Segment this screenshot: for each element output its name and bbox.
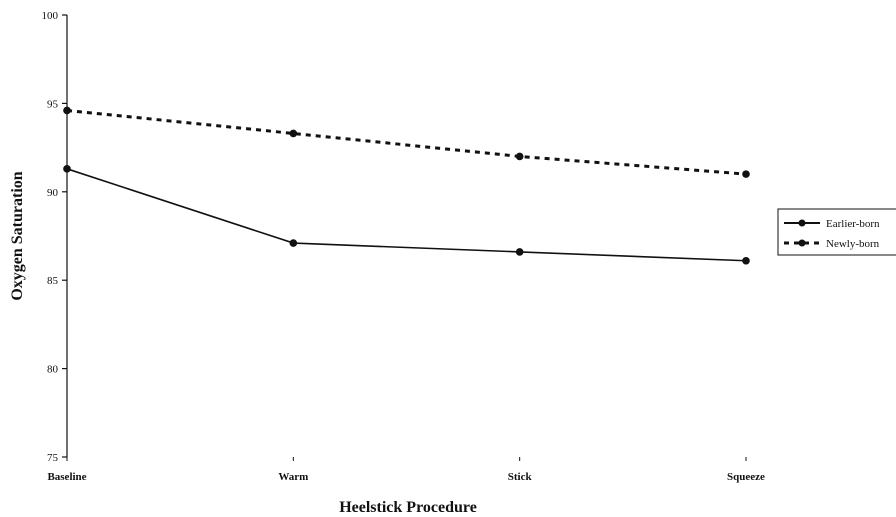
x-tick-label-warm: Warm [278, 471, 308, 483]
y-tick-label-75: 75 [47, 452, 59, 464]
legend-label-earlier-born: Earlier-born [826, 218, 880, 230]
series-line-newly-born [66, 108, 747, 176]
legend: Earlier-born Newly-born [777, 208, 896, 256]
y-tick-label-100: 100 [42, 10, 59, 22]
point-newly-born-squeeze [742, 170, 750, 178]
y-ticks: 75 80 85 90 95 100 [42, 10, 67, 464]
x-tick-label-baseline: Baseline [47, 471, 86, 483]
point-earlier-born-warm [289, 239, 298, 247]
y-tick-label-90: 90 [47, 187, 59, 199]
y-tick-label-80: 80 [47, 364, 59, 376]
y-axis-title: Oxygen Saturation [9, 171, 26, 300]
x-axis-title: Heelstick Procedure [339, 499, 477, 516]
series-line-earlier-born [66, 168, 747, 262]
point-earlier-born-squeeze [742, 256, 750, 265]
x-ticks: Baseline Warm Stick Squeeze [47, 457, 765, 483]
y-tick-label-85: 85 [47, 275, 59, 287]
point-newly-born-stick [515, 152, 524, 161]
point-newly-born-baseline [63, 106, 71, 115]
series-layer [63, 106, 750, 265]
legend-marker-newly-born [798, 239, 806, 247]
legend-label-newly-born: Newly-born [826, 238, 880, 250]
legend-marker-earlier-born [798, 219, 806, 227]
x-tick-label-stick: Stick [508, 471, 533, 483]
x-tick-label-squeeze: Squeeze [727, 471, 765, 483]
point-newly-born-warm [289, 129, 298, 138]
point-earlier-born-baseline [63, 165, 71, 173]
point-earlier-born-stick [515, 248, 524, 256]
legend-box [777, 208, 896, 256]
y-tick-label-95: 95 [47, 98, 59, 110]
